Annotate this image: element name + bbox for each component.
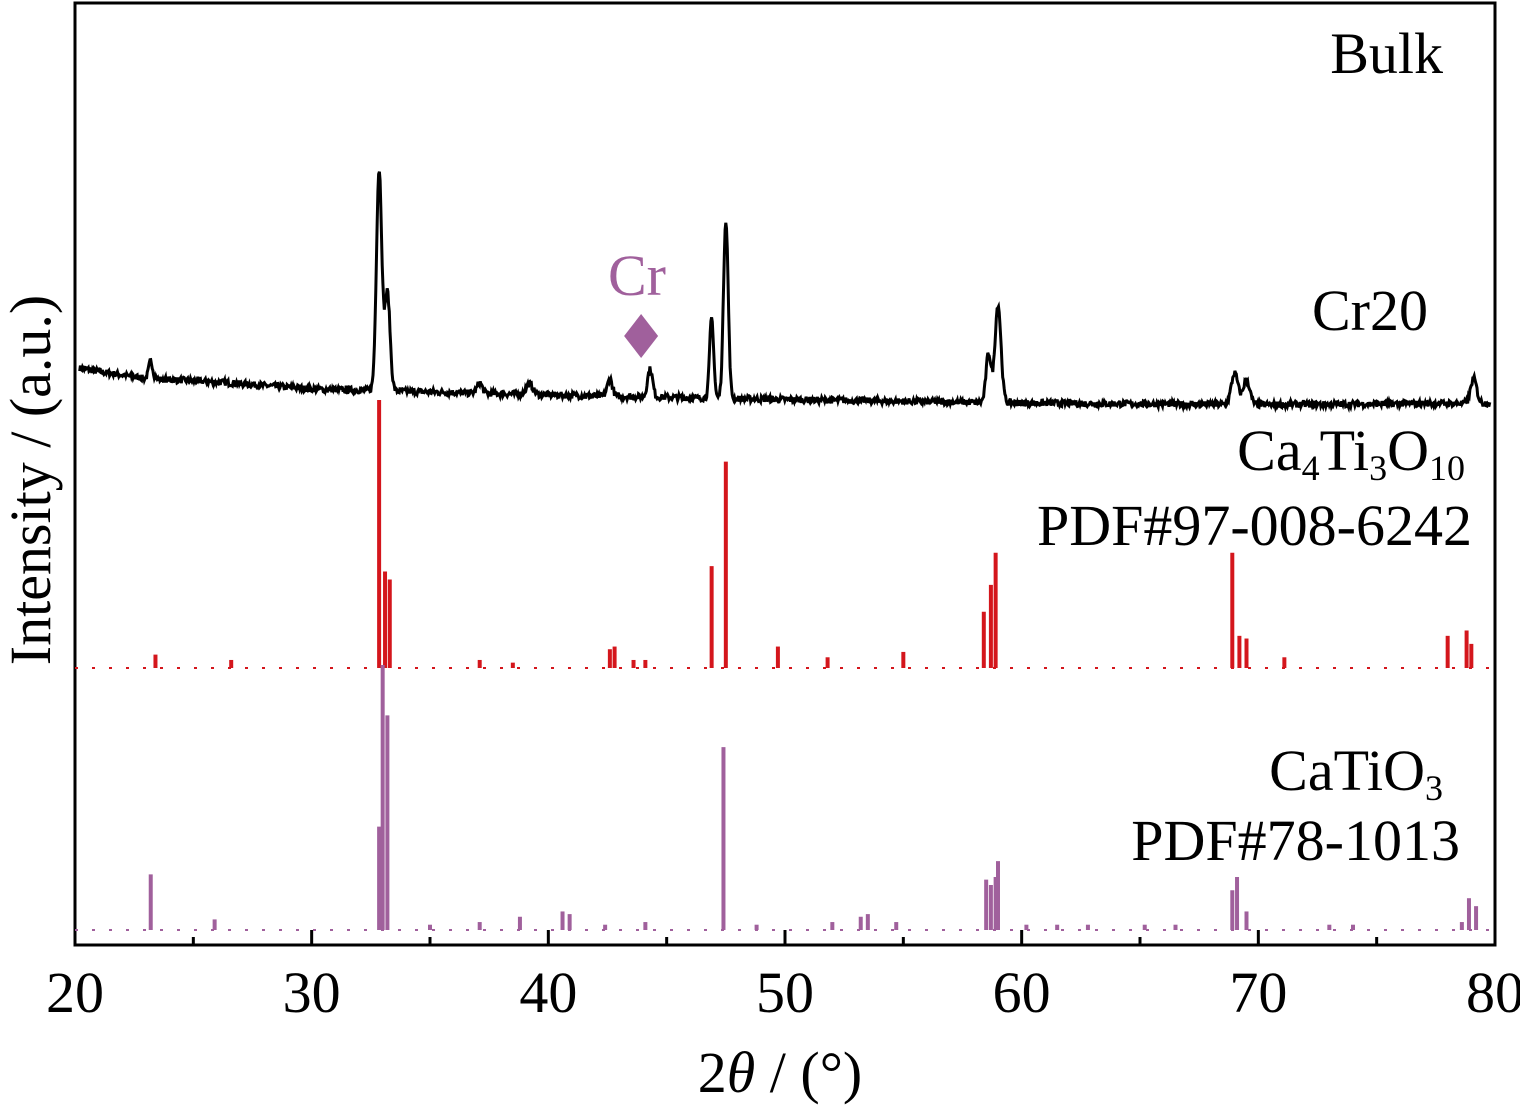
x-tick-label: 60 xyxy=(993,960,1051,1025)
series-label-ca4ti3o10: Ca4Ti3O10 xyxy=(1237,418,1465,488)
series-pdf-catio3: PDF#78-1013 xyxy=(1131,808,1460,873)
x-tick-label: 40 xyxy=(519,960,577,1025)
y-axis-label: Intensity / (a.u.) xyxy=(0,295,63,665)
x-tick-label: 30 xyxy=(283,960,341,1025)
annotation-cr-diamond xyxy=(624,314,659,358)
x-axis-label: 2θ / (°) xyxy=(698,1040,862,1105)
x-tick-label: 20 xyxy=(46,960,104,1025)
x-tick-label: 50 xyxy=(756,960,814,1025)
panel-label: Bulk xyxy=(1330,21,1443,86)
plot-area xyxy=(75,171,1495,931)
x-axis-ticks: 20 30 40 50 60 70 80 xyxy=(46,930,1520,1025)
pattern-line-cr20 xyxy=(78,171,1492,414)
x-tick-label: 70 xyxy=(1229,960,1287,1025)
series-label-catio3: CaTiO3 xyxy=(1269,738,1443,808)
annotation-cr-label: Cr xyxy=(608,243,666,308)
series-label-cr20: Cr20 xyxy=(1312,278,1428,343)
series-pdf-ca4ti3o10: PDF#97-008-6242 xyxy=(1037,493,1472,558)
x-tick-label: 80 xyxy=(1466,960,1520,1025)
